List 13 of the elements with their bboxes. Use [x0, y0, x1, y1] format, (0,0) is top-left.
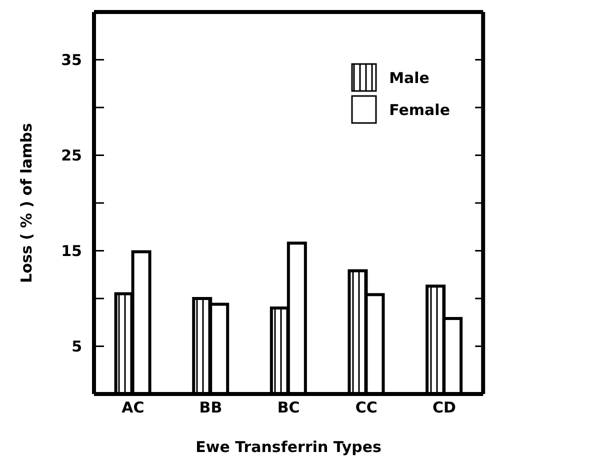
- y-tick-label: 15: [61, 242, 82, 260]
- x-tick-label: AC: [122, 398, 144, 417]
- x-axis-title: Ewe Transferrin Types: [196, 438, 382, 456]
- x-tick-label: BB: [199, 398, 222, 417]
- legend-label: Female: [389, 101, 450, 119]
- y-tick-label: 25: [61, 146, 82, 165]
- x-tick-label: BC: [277, 398, 300, 417]
- legend-label: Male: [389, 69, 430, 87]
- x-tick-label: CC: [355, 398, 378, 417]
- x-tick-label: CD: [432, 398, 456, 417]
- y-axis-title: Loss ( % ) of lambs: [17, 122, 36, 283]
- y-tick-label: 5: [72, 338, 82, 356]
- y-tick-label: 35: [61, 51, 82, 70]
